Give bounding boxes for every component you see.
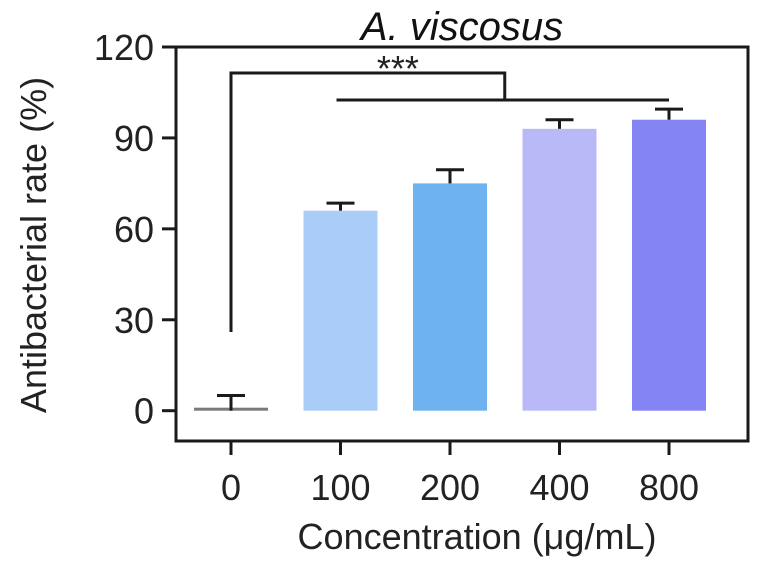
significance-line — [229, 71, 507, 332]
y-axis-label: Antibacterial rate (%) — [13, 77, 54, 413]
bar — [303, 210, 378, 411]
x-tick-label: 400 — [529, 467, 589, 508]
chart-title: A. viscosus — [359, 5, 563, 49]
bars — [194, 107, 706, 411]
y-tick-label: 60 — [114, 209, 154, 250]
y-tick-label: 0 — [134, 391, 154, 432]
y-tick-label: 30 — [114, 300, 154, 341]
bar — [632, 119, 706, 411]
x-tick-label: 0 — [221, 467, 241, 508]
bar — [413, 183, 487, 411]
significance-label: *** — [377, 48, 419, 89]
y-axis: 0 30 60 90 120 — [94, 27, 176, 432]
y-tick-label: 120 — [94, 27, 154, 68]
y-tick-label: 90 — [114, 118, 154, 159]
plot-frame — [174, 45, 750, 443]
bar — [522, 128, 597, 411]
x-tick-label: 800 — [639, 467, 699, 508]
x-axis: 0 100 200 400 800 — [221, 441, 699, 508]
x-axis-label: Concentration (μg/mL) — [298, 516, 657, 557]
x-tick-label: 100 — [310, 467, 370, 508]
x-tick-label: 200 — [420, 467, 480, 508]
significance-bracket: *** — [229, 48, 669, 332]
